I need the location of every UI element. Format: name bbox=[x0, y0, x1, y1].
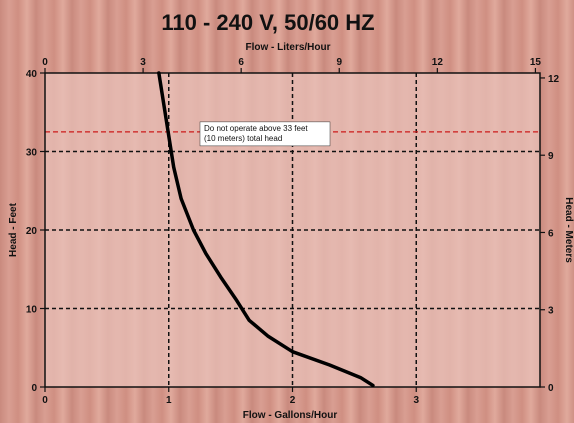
x-bottom-tick-label: 3 bbox=[413, 395, 419, 406]
x-top-tick-label: 3 bbox=[140, 57, 146, 68]
annotation-box bbox=[199, 121, 331, 147]
plot-area: Do not operate above 33 feet(10 meters) … bbox=[26, 57, 560, 406]
y-right-tick-label: 0 bbox=[548, 383, 554, 394]
x-top-tick-label: 15 bbox=[530, 57, 542, 68]
x-bottom-tick-label: 1 bbox=[166, 395, 172, 406]
x-bottom-tick-label: 0 bbox=[42, 395, 48, 406]
y-left-tick-label: 20 bbox=[26, 226, 38, 237]
pump-performance-curve bbox=[157, 71, 375, 388]
annotation-text: (10 meters) total head bbox=[204, 134, 282, 143]
x-axis-top-label: Flow - Liters/Hour bbox=[246, 42, 331, 53]
chart-title: 110 - 240 V, 50/60 HZ bbox=[161, 10, 374, 35]
y-right-tick-label: 12 bbox=[548, 74, 560, 85]
x-top-tick-label: 12 bbox=[432, 57, 444, 68]
y-left-tick-label: 10 bbox=[26, 305, 38, 316]
y-axis-right-label: Head - Meters bbox=[563, 197, 574, 263]
x-bottom-tick-label: 2 bbox=[290, 395, 296, 406]
y-left-tick-label: 30 bbox=[26, 148, 38, 159]
y-right-tick-label: 6 bbox=[548, 228, 554, 239]
annotation-text: Do not operate above 33 feet bbox=[204, 124, 308, 133]
x-top-tick-label: 0 bbox=[42, 57, 48, 68]
x-top-tick-label: 6 bbox=[238, 57, 244, 68]
x-axis-bottom-label: Flow - Gallons/Hour bbox=[243, 410, 338, 421]
y-right-tick-label: 9 bbox=[548, 151, 554, 162]
x-top-tick-label: 9 bbox=[336, 57, 342, 68]
y-left-tick-label: 40 bbox=[26, 69, 38, 80]
y-axis-left-label: Head - Feet bbox=[8, 202, 19, 257]
y-right-tick-label: 3 bbox=[548, 306, 554, 317]
y-left-tick-label: 0 bbox=[31, 383, 37, 394]
